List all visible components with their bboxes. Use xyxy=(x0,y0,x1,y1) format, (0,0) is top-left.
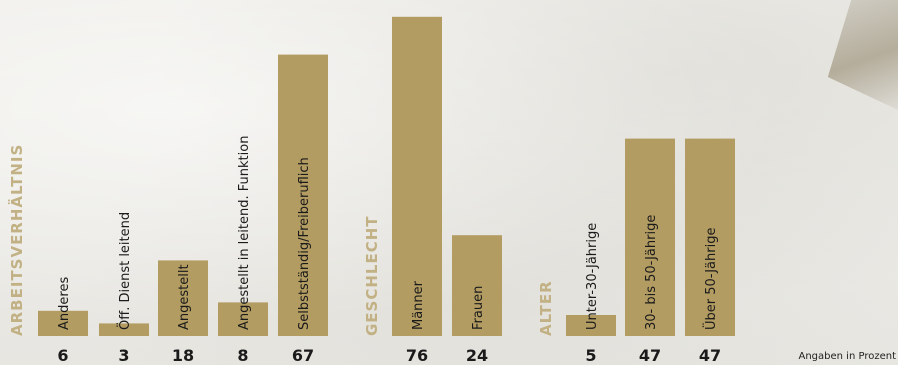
value-label-1-0: 76 xyxy=(406,346,428,365)
bar-2-0 xyxy=(566,315,616,336)
bar-0-1 xyxy=(99,323,149,336)
bar-0-4 xyxy=(278,54,328,336)
bar-2-1 xyxy=(625,138,675,336)
bar-0-2 xyxy=(158,260,208,336)
group-label-1: GESCHLECHT xyxy=(363,215,381,336)
category-label-0-2: Angestellt xyxy=(177,264,192,330)
category-label-0-4: Selbstständig/Freiberuflich xyxy=(297,157,312,330)
value-label-2-1: 47 xyxy=(639,346,661,365)
bar-1-0 xyxy=(392,16,442,337)
bar-1-1 xyxy=(452,235,502,336)
value-label-2-0: 5 xyxy=(585,346,596,365)
bar-0-3 xyxy=(218,302,268,336)
category-label-2-0: Unter-30-Jährige xyxy=(585,223,600,330)
group-label-2: ALTER xyxy=(537,280,555,336)
value-label-0-3: 8 xyxy=(237,346,248,365)
category-label-0-3: Angestellt in leitend. Funktion xyxy=(237,136,252,330)
bar-0-0 xyxy=(38,310,88,336)
group-label-0: ARBEITSVERHÄLTNIS xyxy=(7,144,26,336)
category-label-0-1: Öff. Dienst leitend xyxy=(116,212,133,330)
value-label-0-4: 67 xyxy=(292,346,314,365)
category-label-1-0: Männer xyxy=(411,280,426,330)
value-label-0-1: 3 xyxy=(118,346,129,365)
value-label-1-1: 24 xyxy=(466,346,488,365)
value-label-0-2: 18 xyxy=(172,346,194,365)
bar-2-2 xyxy=(685,138,735,336)
value-label-0-0: 6 xyxy=(57,346,68,365)
category-label-2-2: Über 50-Jährige xyxy=(702,228,719,330)
value-label-2-2: 47 xyxy=(699,346,721,365)
category-label-0-0: Anderes xyxy=(57,277,72,330)
category-label-2-1: 30- bis 50-Jährige xyxy=(644,215,659,330)
category-label-1-1: Frauen xyxy=(471,286,486,330)
unit-note: Angaben in Prozent xyxy=(798,351,897,362)
